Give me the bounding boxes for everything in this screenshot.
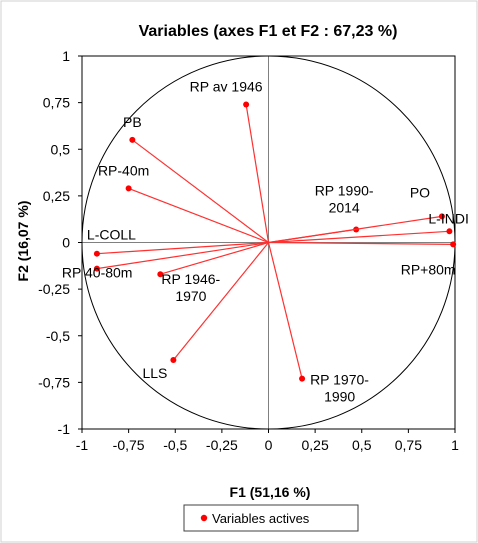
y-axis-label: F2 (16,07 %): [15, 201, 31, 282]
variable-point: [129, 136, 136, 143]
variable-vector: [268, 241, 454, 245]
variable-label: RP 40-80m: [62, 265, 133, 281]
y-tick-label: 1: [62, 48, 70, 64]
y-tick-label: 0,75: [43, 95, 70, 111]
variable-point: [157, 271, 164, 278]
x-axis-label: F1 (51,16 %): [230, 484, 311, 500]
x-tick-label: 1: [451, 437, 459, 453]
variable-vector: [96, 241, 269, 270]
variable-label: RP-40m: [98, 162, 149, 178]
variable-label: PO: [410, 184, 430, 200]
x-tick-label: 0,5: [352, 437, 372, 453]
legend-box: [183, 504, 359, 532]
variable-point: [446, 228, 453, 235]
variable-vector: [245, 104, 270, 243]
x-tick-label: -0,25: [206, 437, 238, 453]
variable-point: [93, 250, 100, 257]
variable-point: [438, 213, 445, 220]
variable-point: [125, 185, 132, 192]
legend: Variables actives: [183, 504, 359, 532]
variable-vector: [96, 241, 269, 255]
x-tick-label: 0,75: [395, 437, 422, 453]
y-tick-label: -0,5: [46, 328, 70, 344]
x-tick-label: -0,5: [163, 437, 187, 453]
plot-area: -1 -0,75 -0,5 -0,25 0 0,25 0,5 0,75 1 -1 -0,75 -0,5…: [38, 48, 469, 453]
variable-point: [450, 241, 457, 248]
variable-vector: [172, 242, 269, 361]
x-tick-label: 0,25: [302, 437, 329, 453]
y-tick-label: -0,25: [38, 281, 70, 297]
y-tick-label: 0,25: [43, 188, 70, 204]
variable-label: L-COLL: [87, 227, 136, 243]
x-tick-label: -0,75: [113, 437, 145, 453]
variable-point: [170, 356, 177, 363]
variable-vector: [160, 241, 269, 275]
y-tick-label: -1: [58, 421, 71, 437]
legend-marker: [200, 514, 208, 522]
x-tick-label: -1: [76, 437, 89, 453]
y-tick-label: 0,5: [51, 141, 71, 157]
variable-vector: [128, 187, 269, 244]
variable-point: [93, 265, 100, 272]
variable-point: [243, 101, 250, 108]
variable-vector: [267, 242, 303, 379]
variable-label: PB: [123, 114, 142, 130]
chart-title: Variables (axes F1 et F2 : 67,23 %): [139, 23, 398, 40]
variable-label: RP av 1946: [190, 78, 263, 94]
y-tick-label: 0: [62, 235, 70, 251]
variable-label: RP 1970-1990: [310, 372, 369, 405]
legend-entry: Variables actives: [212, 511, 310, 526]
x-tick-label: 0: [265, 437, 273, 453]
variable-label: RP 1946-1970: [161, 271, 220, 304]
variable-vector: [268, 215, 443, 244]
variable-label: L-INDI: [428, 210, 468, 226]
variable-label: RP 1990-2014: [315, 182, 374, 215]
variable-label: RP+80m: [401, 261, 456, 277]
variable-vector: [268, 230, 450, 244]
y-tick-label: -0,75: [38, 374, 70, 390]
variable-vector: [131, 139, 269, 243]
variable-label: LLS: [142, 365, 167, 381]
variable-point: [299, 375, 306, 382]
